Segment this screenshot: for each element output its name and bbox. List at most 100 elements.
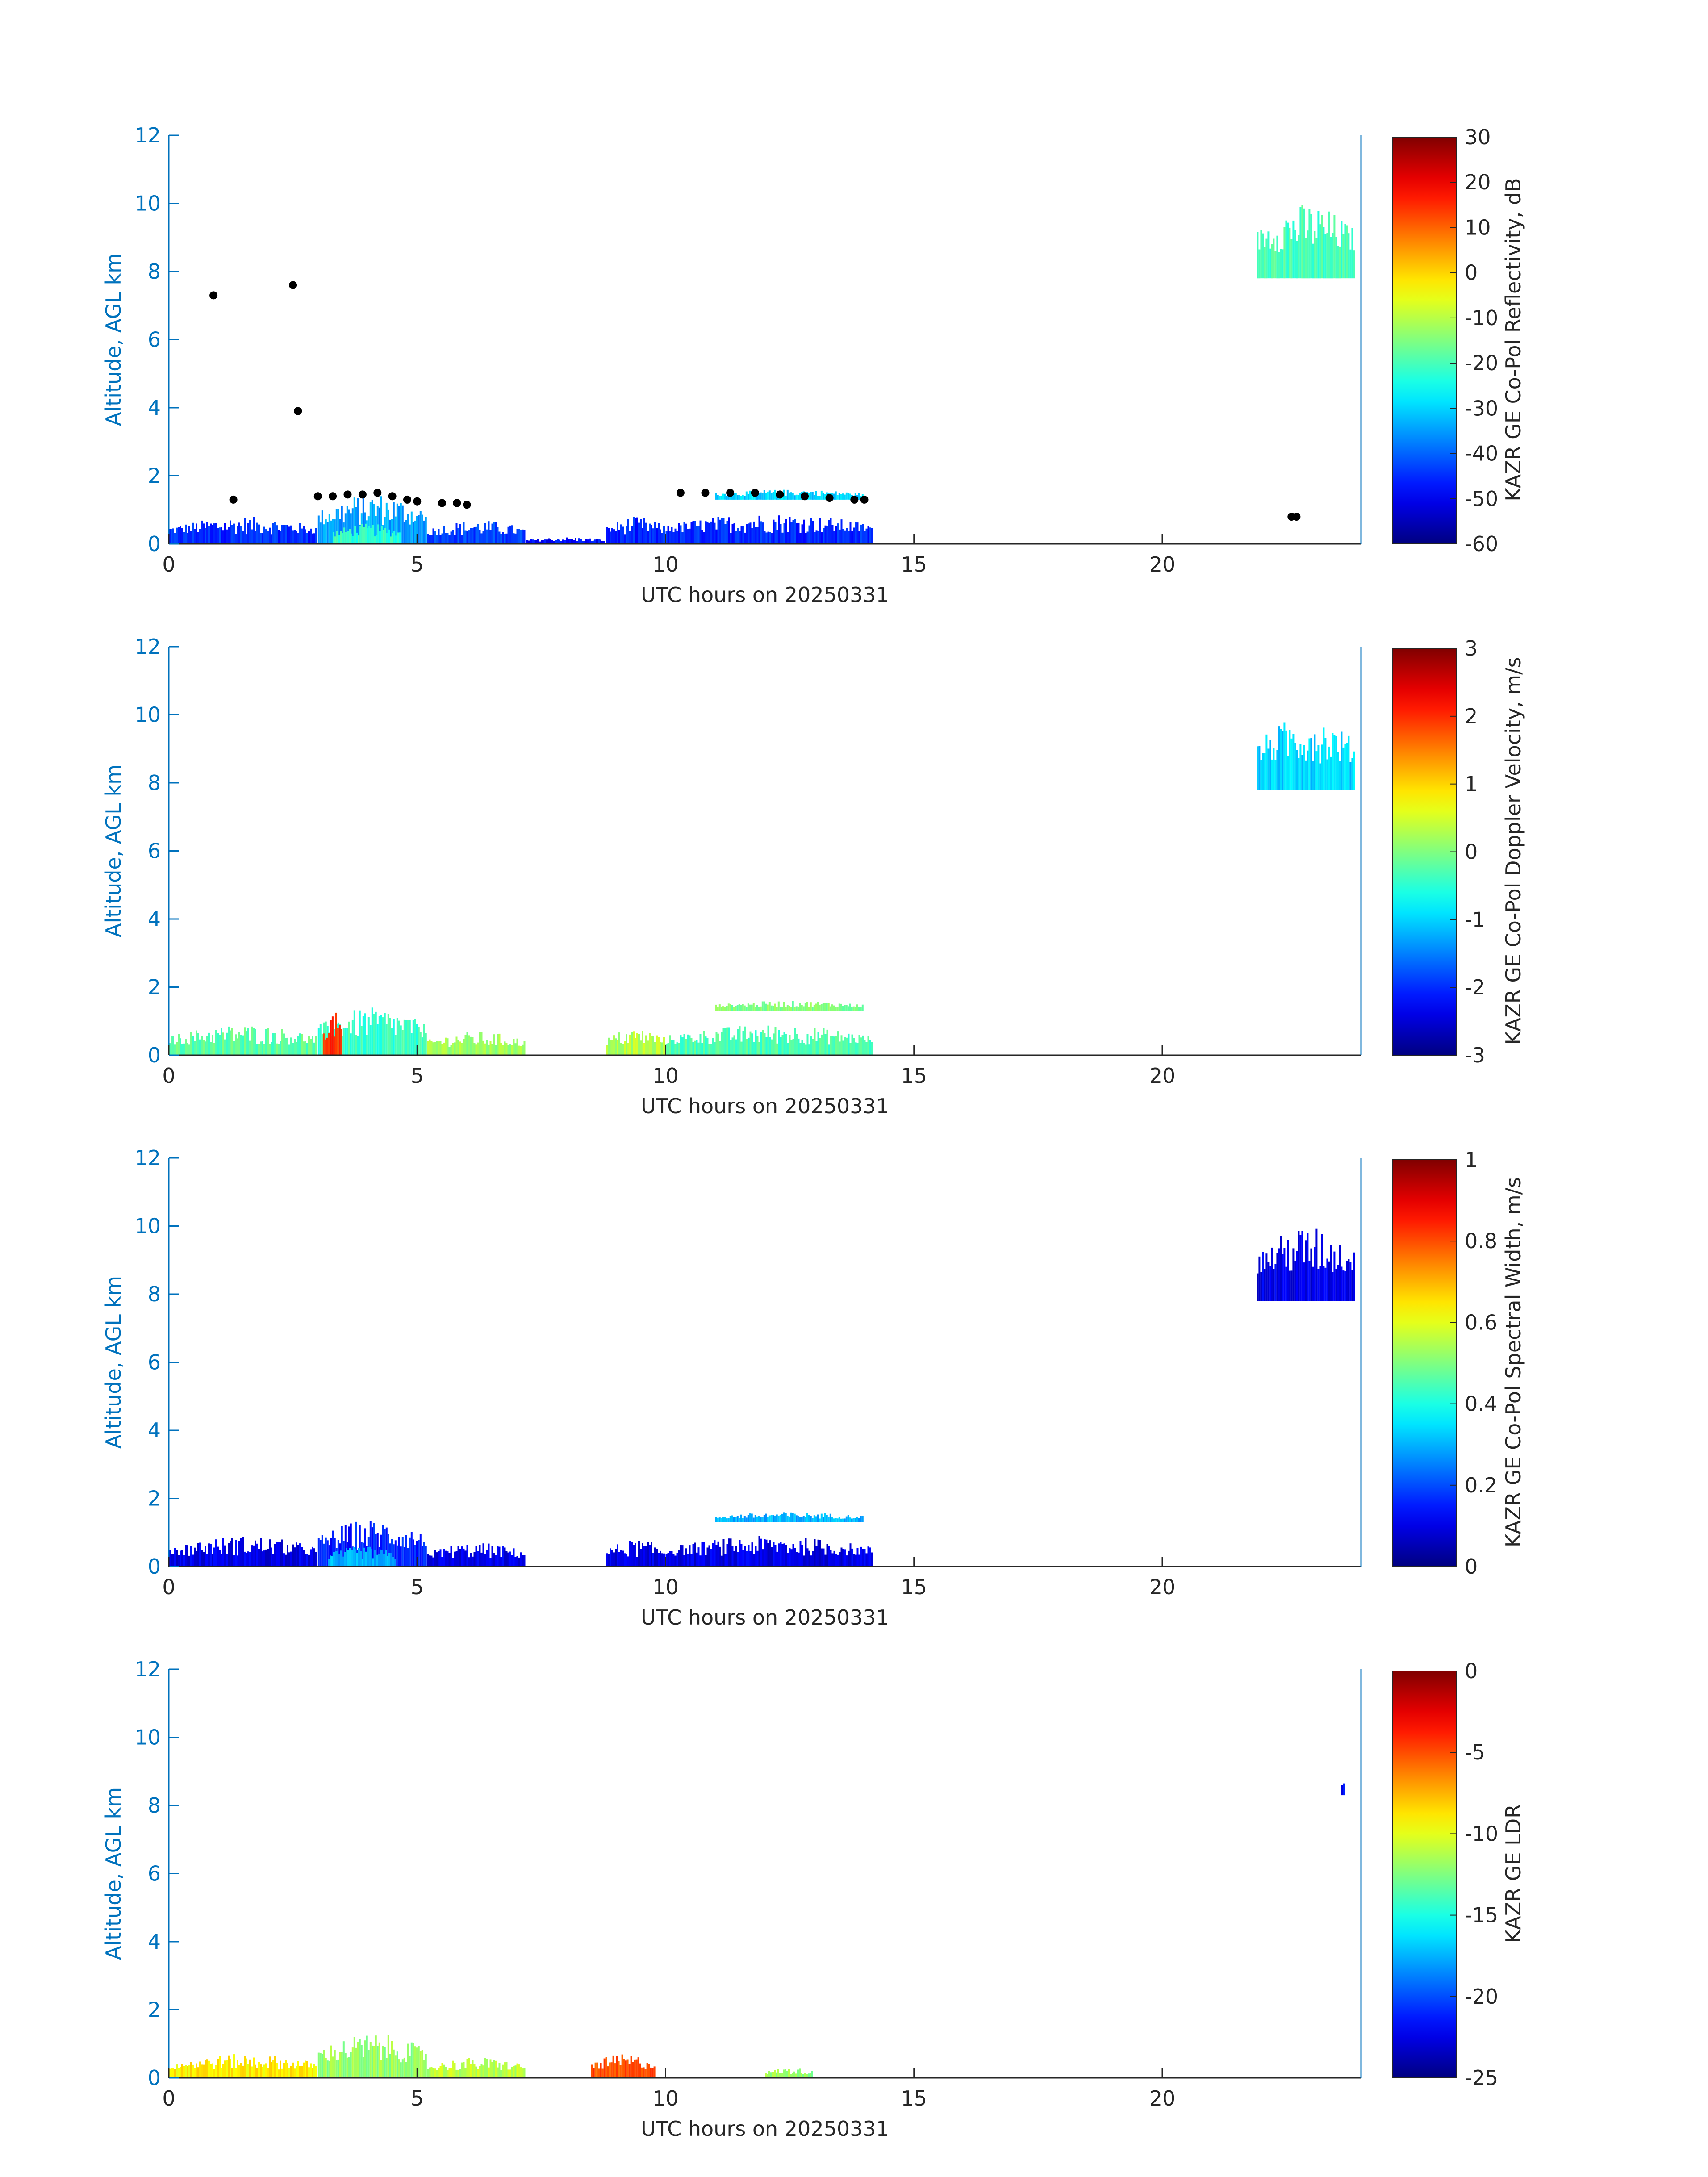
data-column	[187, 2066, 188, 2078]
data-column	[461, 2062, 463, 2078]
data-column	[253, 517, 255, 544]
data-column	[479, 1545, 481, 1567]
y-tick-label: 10	[134, 1726, 161, 1750]
data-column	[733, 1551, 735, 1567]
data-column	[370, 528, 372, 544]
data-column	[678, 1550, 680, 1567]
data-column	[454, 1042, 456, 1055]
data-column	[337, 509, 339, 544]
data-column	[425, 1546, 427, 1567]
data-column	[181, 1044, 183, 1055]
data-column	[391, 519, 393, 544]
data-column	[708, 522, 710, 544]
data-column	[802, 1006, 805, 1011]
data-column	[251, 529, 253, 544]
data-column	[808, 525, 810, 544]
data-column	[1348, 233, 1350, 279]
data-column	[783, 1512, 785, 1522]
data-column	[317, 1538, 320, 1567]
data-column	[771, 1039, 773, 1055]
data-column	[504, 2062, 506, 2078]
data-column	[611, 1040, 613, 1055]
data-column	[464, 1550, 467, 1567]
data-column	[718, 1517, 721, 1522]
data-column	[1328, 1261, 1330, 1301]
data-column	[516, 1556, 518, 1567]
data-column	[338, 1025, 341, 1055]
data-column	[1285, 730, 1287, 790]
data-column	[712, 1038, 714, 1055]
data-column	[1292, 734, 1295, 790]
x-tick-label: 10	[652, 552, 679, 577]
data-column	[343, 527, 346, 544]
data-column	[774, 489, 776, 500]
data-column	[820, 490, 823, 500]
data-column	[1298, 235, 1300, 279]
y-tick-label: 6	[148, 328, 161, 352]
data-column	[513, 1039, 515, 1055]
data-column	[376, 535, 378, 544]
data-column	[742, 1518, 744, 1522]
data-column	[752, 1003, 755, 1011]
data-column	[683, 1034, 685, 1055]
data-column	[715, 493, 717, 500]
data-column	[421, 1546, 423, 1567]
data-column	[860, 1037, 862, 1055]
data-column	[550, 539, 551, 544]
data-column	[174, 1044, 176, 1055]
data-column	[1257, 746, 1259, 790]
data-column	[380, 496, 382, 544]
data-column	[384, 528, 387, 544]
data-column	[585, 539, 587, 544]
data-column	[523, 1555, 526, 1567]
data-column	[475, 1546, 477, 1567]
data-column	[355, 2047, 357, 2078]
data-column	[609, 2062, 611, 2078]
y-tick-label: 2	[148, 975, 161, 999]
data-column	[421, 514, 423, 544]
data-column	[351, 533, 353, 544]
data-column	[181, 528, 183, 544]
data-column	[224, 2060, 226, 2078]
data-column	[400, 2062, 402, 2078]
data-column	[448, 2068, 451, 2078]
data-column	[240, 526, 242, 544]
data-column	[169, 529, 171, 544]
data-column	[855, 1042, 857, 1055]
data-column	[215, 2065, 217, 2078]
data-column	[737, 1029, 739, 1055]
data-column	[328, 514, 330, 544]
data-column	[1319, 224, 1321, 279]
data-column	[848, 531, 850, 544]
data-column	[669, 1035, 671, 1055]
data-column	[303, 526, 305, 544]
data-column	[678, 523, 680, 544]
data-column	[573, 540, 575, 544]
data-column	[169, 1043, 171, 1055]
data-column	[410, 1033, 413, 1055]
data-region	[427, 1543, 526, 1567]
data-column	[680, 1545, 682, 1567]
data-column	[660, 1042, 661, 1055]
data-column	[676, 1553, 678, 1567]
data-column	[833, 1005, 835, 1011]
y-tick-label: 4	[148, 907, 161, 931]
data-column	[321, 2054, 323, 2078]
data-column	[806, 1513, 808, 1522]
data-column	[432, 2068, 434, 2078]
data-column	[313, 2064, 315, 2078]
data-column	[829, 1006, 831, 1011]
data-column	[783, 1543, 785, 1567]
data-column	[337, 1550, 338, 1567]
data-column	[509, 2069, 511, 2078]
data-column	[736, 495, 739, 500]
data-column	[192, 1554, 194, 1567]
data-column	[645, 1035, 647, 1055]
data-column	[199, 1542, 201, 1567]
data-column	[776, 1043, 778, 1055]
data-column	[596, 2062, 598, 2078]
data-column	[580, 539, 582, 544]
data-column	[626, 1554, 627, 1567]
data-column	[482, 531, 484, 544]
data-column	[780, 1037, 782, 1055]
